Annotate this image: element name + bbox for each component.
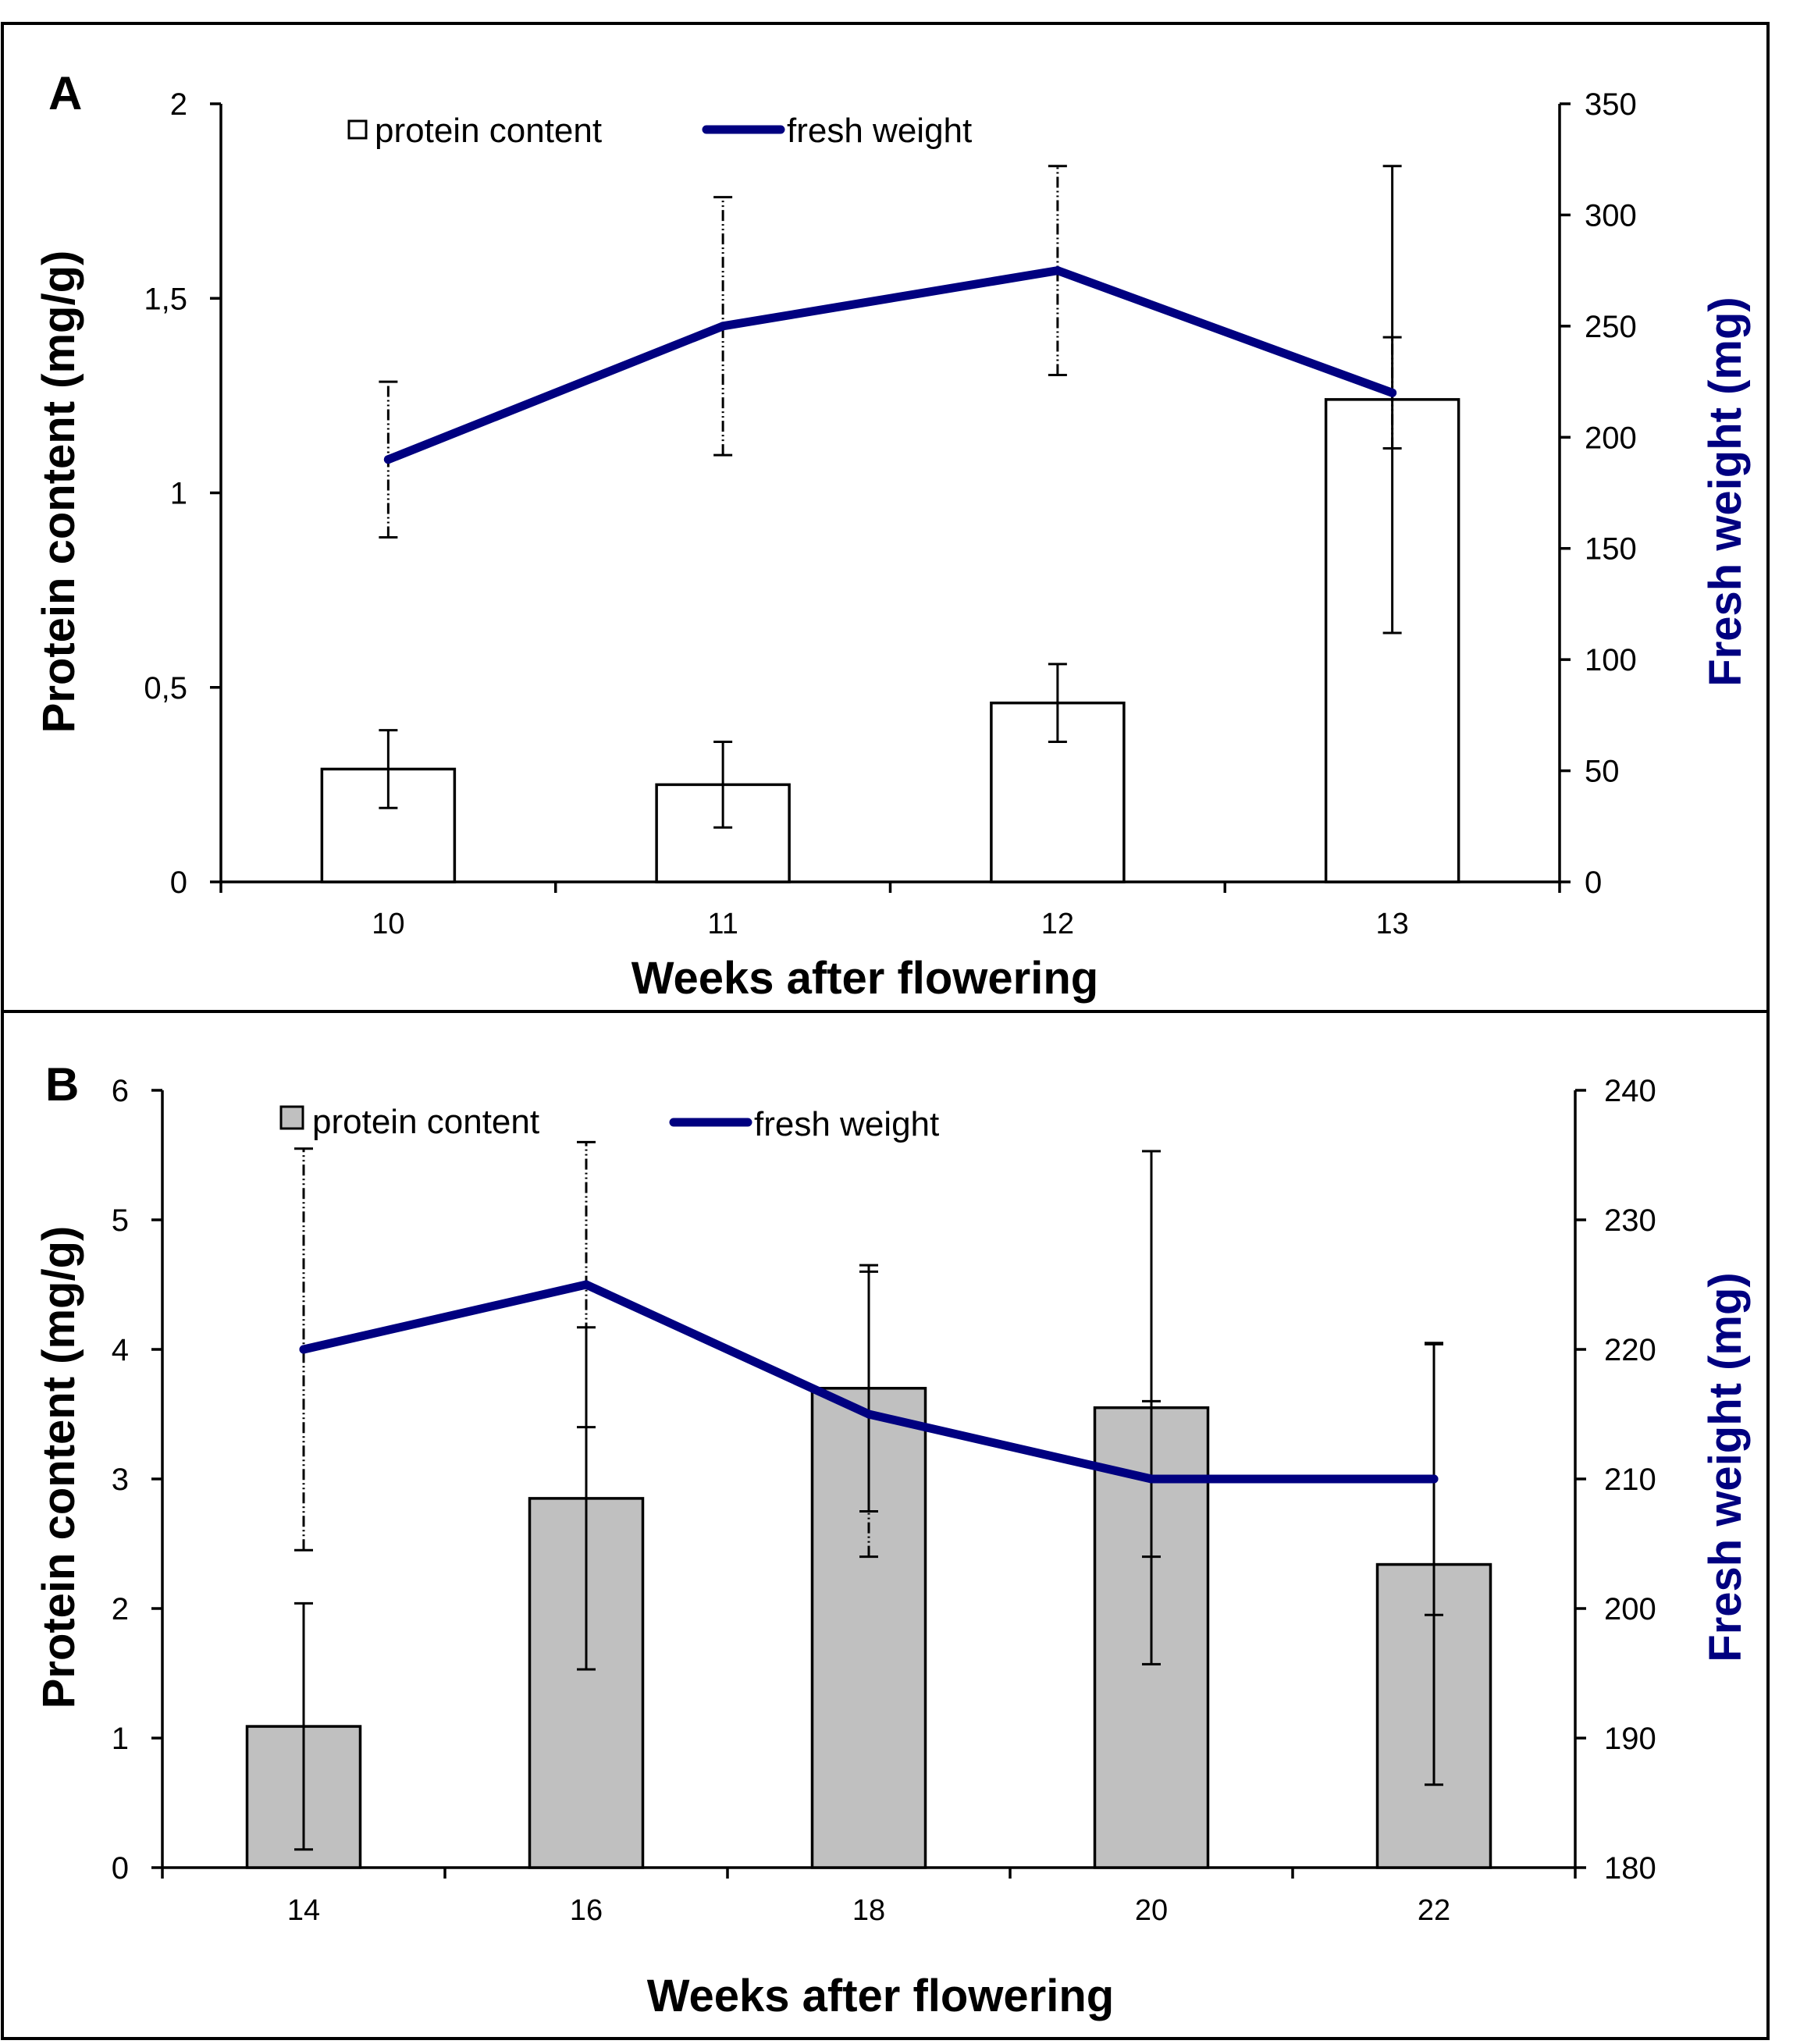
- y-axis-left-title: Protein content (mg/g): [34, 251, 84, 734]
- panel-b: B 0 1 2 3 4 5 6 180 190 200 210 220 230 240 14 16 18 20 22…: [1, 1010, 1770, 2040]
- y-tick-label-left: 4: [112, 1333, 129, 1367]
- fresh-weight-point: [1429, 1474, 1439, 1484]
- y-tick-label-right: 200: [1604, 1592, 1656, 1626]
- x-tick-label: 20: [1135, 1894, 1168, 1927]
- y-tick-label-left: 1: [112, 1722, 129, 1756]
- panel-b-letter: B: [45, 1058, 79, 1111]
- legend-line-label: fresh weight: [754, 1105, 939, 1143]
- y-tick-label-left: 1,5: [144, 282, 187, 316]
- x-tick-label: 18: [852, 1894, 885, 1927]
- y-tick-label-left: 0: [112, 1851, 129, 1886]
- fresh-weight-point: [582, 1280, 591, 1289]
- y-tick-label-right: 0: [1585, 866, 1602, 900]
- legend-bar-label: protein content: [312, 1103, 539, 1141]
- fresh-weight-point: [1388, 388, 1397, 397]
- x-tick-label: 12: [1041, 908, 1074, 940]
- fresh-weight-point: [864, 1409, 873, 1419]
- panel-a-letter: A: [48, 67, 82, 119]
- panel-a-frame: [1, 22, 1770, 1013]
- y-tick-label-left: 3: [112, 1463, 129, 1497]
- y-tick-label-right: 50: [1585, 755, 1620, 789]
- y-tick-label-right: 210: [1604, 1463, 1656, 1497]
- y-tick-label-right: 190: [1604, 1722, 1656, 1756]
- panel-a: A 0 0,5 1 1,5 2 0 50 100 150 200 250 300 350 10 11 12 13…: [1, 22, 1770, 1013]
- x-tick-label: 16: [570, 1894, 603, 1927]
- y-tick-label-right: 300: [1585, 198, 1637, 233]
- x-tick-label: 22: [1418, 1894, 1450, 1927]
- panel-b-frame: [1, 1010, 1770, 2040]
- y-tick-label-left: 1: [170, 477, 187, 511]
- y-axis-left-title: Protein content (mg/g): [34, 1226, 84, 1709]
- fresh-weight-point: [718, 322, 728, 331]
- y-tick-label-right: 180: [1604, 1851, 1656, 1886]
- y-tick-label-right: 150: [1585, 532, 1637, 567]
- fresh-weight-point: [383, 455, 393, 464]
- y-tick-label-right: 100: [1585, 643, 1637, 677]
- y-tick-label-left: 6: [112, 1074, 129, 1108]
- x-tick-label: 13: [1375, 908, 1408, 940]
- fresh-weight-point: [299, 1345, 308, 1354]
- y-tick-label-left: 2: [112, 1592, 129, 1626]
- y-tick-label-left: 2: [170, 87, 187, 122]
- fresh-weight-point: [1053, 266, 1062, 275]
- y-tick-label-left: 0: [170, 866, 187, 900]
- y-tick-label-right: 350: [1585, 87, 1637, 122]
- y-tick-label-left: 5: [112, 1203, 129, 1238]
- x-axis-title: Weeks after flowering: [631, 953, 1098, 1004]
- y-tick-label-right: 240: [1604, 1074, 1656, 1108]
- legend-line-label: fresh weight: [787, 112, 972, 150]
- fresh-weight-line: [383, 266, 1397, 464]
- y-tick-label-right: 200: [1585, 421, 1637, 455]
- legend-bar-swatch: [279, 1105, 304, 1130]
- legend-bar-swatch: [347, 119, 368, 140]
- y-axis-right-title: Fresh weight (mg): [1700, 297, 1751, 686]
- x-tick-label: 14: [287, 1894, 320, 1927]
- y-tick-label-right: 250: [1585, 310, 1637, 344]
- x-tick-label: 10: [372, 908, 404, 940]
- y-tick-label-right: 230: [1604, 1203, 1656, 1238]
- fresh-weight-point: [1147, 1474, 1156, 1484]
- y-tick-label-left: 0,5: [144, 671, 187, 706]
- y-tick-label-right: 220: [1604, 1333, 1656, 1367]
- y-axis-right-title: Fresh weight (mg): [1700, 1272, 1751, 1662]
- legend-bar-label: protein content: [375, 112, 602, 150]
- x-tick-label: 11: [707, 908, 738, 940]
- x-axis-title: Weeks after flowering: [647, 1971, 1114, 2021]
